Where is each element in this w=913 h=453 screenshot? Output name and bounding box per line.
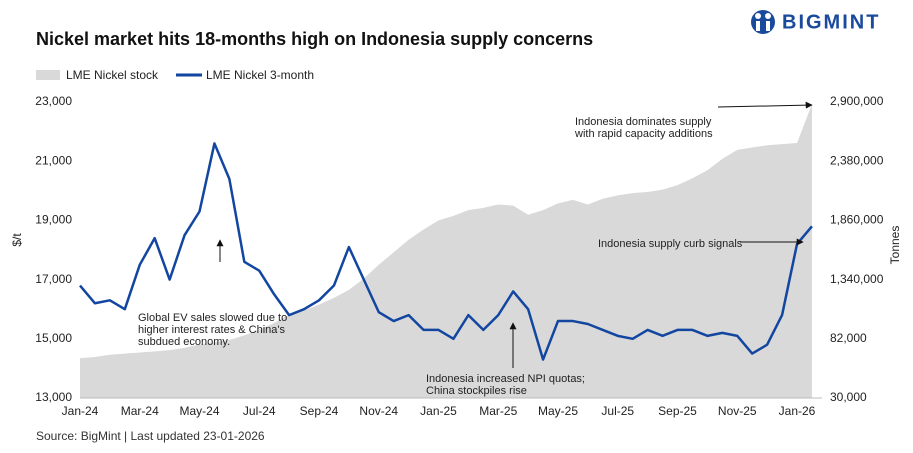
y-tick-label: 15,000 [35,331,72,345]
x-tick-label: Mar-24 [121,404,159,418]
logo-icon [751,10,775,34]
annotation: China stockpiles rise [426,385,527,397]
annotation: with rapid capacity additions [574,128,713,140]
x-tick-label: Nov-24 [359,404,398,418]
annotation: higher interest rates & China's [138,324,286,336]
x-tick-label: Nov-25 [718,404,757,418]
price-line [79,142,813,361]
y2-tick-label: 1,860,000 [830,213,884,227]
logo-icon [756,21,760,31]
annotation: Global EV sales slowed due to [138,312,287,324]
logo: BIGMINT [751,10,880,34]
legend-label: LME Nickel stock [66,68,159,82]
annotation: subdued economy. [138,336,230,348]
y2-tick-label: 30,000 [830,390,867,404]
y2-tick-label: 2,900,000 [830,94,884,108]
x-tick-label: Mar-25 [479,404,517,418]
chart-title: Nickel market hits 18-months high on Ind… [36,29,593,49]
x-tick-label: Jan-24 [62,404,99,418]
y-tick-label: 13,000 [35,390,72,404]
x-tick-label: Jan-25 [420,404,457,418]
annotation: Indonesia increased NPI quotas; [426,373,585,385]
y-tick-label: 17,000 [35,272,72,286]
x-tick-label: May-25 [538,404,578,418]
logo-icon [766,21,770,31]
annotation-arrow [717,101,813,109]
y-tick-label: 23,000 [35,94,72,108]
y-axis-label: $/t [10,233,24,247]
stock-area [80,104,812,399]
y2-tick-label: 1,340,000 [830,272,884,286]
x-tick-label: Sep-24 [300,404,339,418]
y2-tick-label: 2,380,000 [830,153,884,167]
y2-axis-label: Tonnes [888,226,902,265]
annotation: Indonesia dominates supply [575,116,712,128]
source: Source: BigMint | Last updated 23-01-202… [36,429,265,443]
x-tick-label: Jul-24 [243,404,276,418]
legend-label: LME Nickel 3-month [206,68,314,82]
x-tick-label: Jan-26 [779,404,816,418]
logo-text: BIGMINT [782,11,880,33]
annotation: Indonesia supply curb signals [598,238,743,250]
x-tick-label: Jul-25 [601,404,634,418]
legend-swatch [36,70,60,80]
x-tick-label: May-24 [179,404,219,418]
y-tick-label: 21,000 [35,153,72,167]
y2-tick-label: 82,000 [830,331,867,345]
logo-icon [765,13,771,19]
logo-icon [755,13,761,19]
x-tick-label: Sep-25 [658,404,697,418]
y-tick-label: 19,000 [35,213,72,227]
